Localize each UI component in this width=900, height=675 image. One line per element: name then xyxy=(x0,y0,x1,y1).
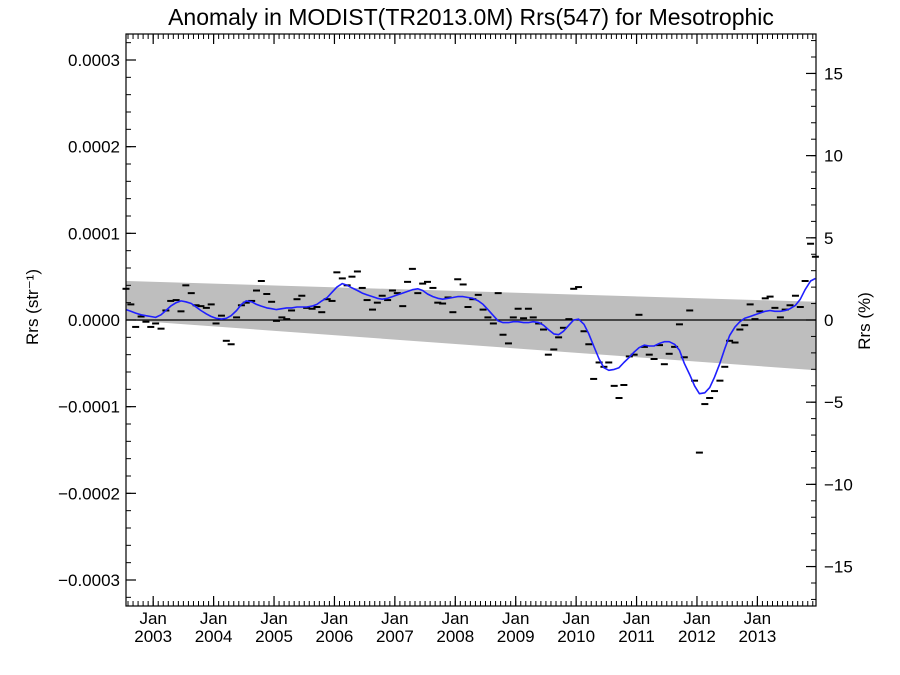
x-tick-month-0: Jan xyxy=(139,609,166,628)
y-tick-label-right-5: −10 xyxy=(824,475,853,494)
y-tick-label-right-2: 5 xyxy=(824,229,833,248)
y-axis-label-left: Rrs (str⁻¹) xyxy=(23,269,42,345)
x-tick-year-2: 2005 xyxy=(255,627,293,646)
y-tick-label-right-1: 10 xyxy=(824,147,843,166)
x-tick-month-3: Jan xyxy=(321,609,348,628)
y-tick-label-left-5: −0.0002 xyxy=(58,484,120,503)
y-tick-label-right-4: −5 xyxy=(824,393,843,412)
x-tick-month-2: Jan xyxy=(260,609,287,628)
y-axis-label-right: Rrs (%) xyxy=(855,292,874,350)
plot-area: 0.0003 0.0002 0.0001 0.0000 −0.0001 −0.0002 −0… xyxy=(58,33,853,646)
y-tick-label-left-0: 0.0003 xyxy=(68,51,120,70)
x-tick-year-8: 2011 xyxy=(618,627,655,646)
y-tick-label-right-3: 0 xyxy=(824,311,833,330)
y-tick-label-left-6: −0.0003 xyxy=(58,571,120,590)
x-tick-month-10: Jan xyxy=(744,609,771,628)
x-tick-year-1: 2004 xyxy=(195,627,233,646)
x-tick-year-7: 2010 xyxy=(557,627,595,646)
x-tick-month-7: Jan xyxy=(562,609,589,628)
x-tick-month-5: Jan xyxy=(442,609,469,628)
x-tick-year-5: 2008 xyxy=(436,627,474,646)
x-tick-month-4: Jan xyxy=(381,609,408,628)
y-tick-label-right-0: 15 xyxy=(824,64,843,83)
x-tick-year-6: 2009 xyxy=(497,627,535,646)
x-tick-year-9: 2012 xyxy=(678,627,716,646)
trend-confidence-band xyxy=(126,281,816,371)
y-tick-label-left-2: 0.0001 xyxy=(68,224,120,243)
x-tick-year-10: 2013 xyxy=(738,627,776,646)
running-mean-line xyxy=(125,277,816,395)
y-tick-label-left-3: 0.0000 xyxy=(68,311,120,330)
y-tick-label-right-6: −15 xyxy=(824,558,853,577)
x-tick-month-9: Jan xyxy=(683,609,710,628)
y-tick-label-left-1: 0.0002 xyxy=(68,138,120,157)
x-tick-year-0: 2003 xyxy=(134,627,172,646)
x-tick-year-4: 2007 xyxy=(376,627,414,646)
x-tick-month-6: Jan xyxy=(502,609,529,628)
chart-title: Anomaly in MODIST(TR2013.0M) Rrs(547) fo… xyxy=(168,4,774,30)
x-tick-month-1: Jan xyxy=(200,609,227,628)
x-tick-year-3: 2006 xyxy=(316,627,354,646)
x-tick-month-8: Jan xyxy=(623,609,650,628)
y-tick-label-left-4: −0.0001 xyxy=(58,398,120,417)
